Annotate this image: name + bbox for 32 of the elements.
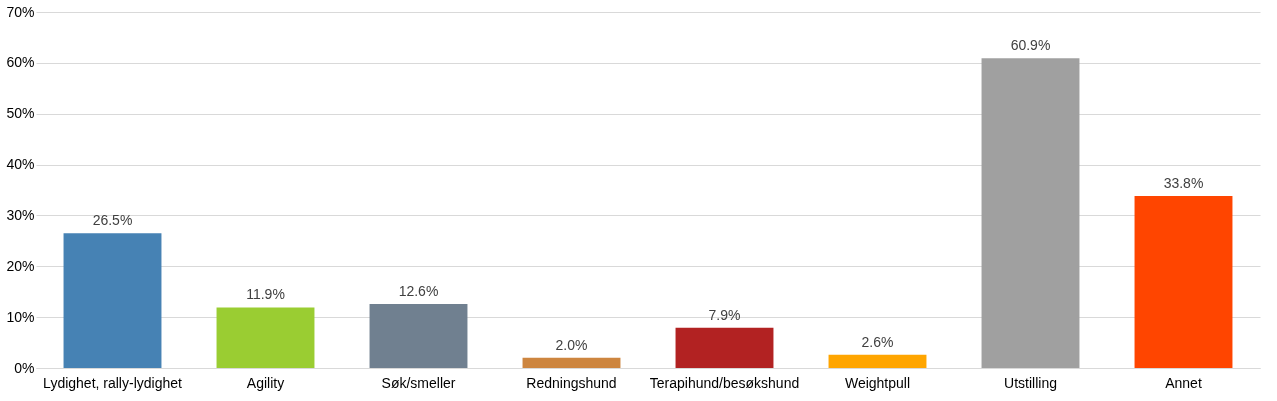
bar [675, 327, 774, 368]
data-label: 2.0% [555, 336, 588, 353]
x-tick-label: Utstilling [1004, 374, 1057, 391]
data-label: 2.6% [861, 333, 894, 350]
y-tick-label: 20% [6, 257, 35, 274]
y-tick-label: 40% [6, 156, 35, 173]
data-label: 12.6% [398, 282, 439, 299]
x-tick-label: Weightpull [844, 374, 911, 391]
data-label: 33.8% [1163, 175, 1204, 192]
y-tick-label: 10% [6, 308, 35, 325]
bar [63, 233, 162, 368]
bar [369, 303, 468, 368]
x-tick-label: Søk/smeller [381, 374, 456, 391]
x-tick-label: Agility [246, 374, 285, 391]
data-label: 26.5% [92, 212, 133, 229]
bar [522, 357, 621, 368]
data-label: 11.9% [246, 286, 285, 303]
bar [216, 307, 315, 368]
bar [981, 58, 1080, 368]
x-tick-label: Lydighet, rally-lydighet [43, 374, 182, 391]
y-tick-label: 60% [6, 54, 35, 71]
y-tick-label: 50% [6, 105, 35, 122]
bar [828, 354, 927, 368]
y-tick-label: 0% [14, 359, 35, 376]
y-tick-label: 30% [6, 206, 35, 223]
x-tick-label: Annet [1165, 374, 1202, 391]
x-tick-label: Terapihund/besøkshund [649, 374, 800, 391]
data-label: 7.9% [708, 306, 741, 323]
bar [1134, 196, 1233, 368]
data-label: 60.9% [1010, 37, 1051, 54]
y-tick-label: 70% [6, 3, 35, 20]
x-tick-label: Redningshund [526, 374, 617, 391]
